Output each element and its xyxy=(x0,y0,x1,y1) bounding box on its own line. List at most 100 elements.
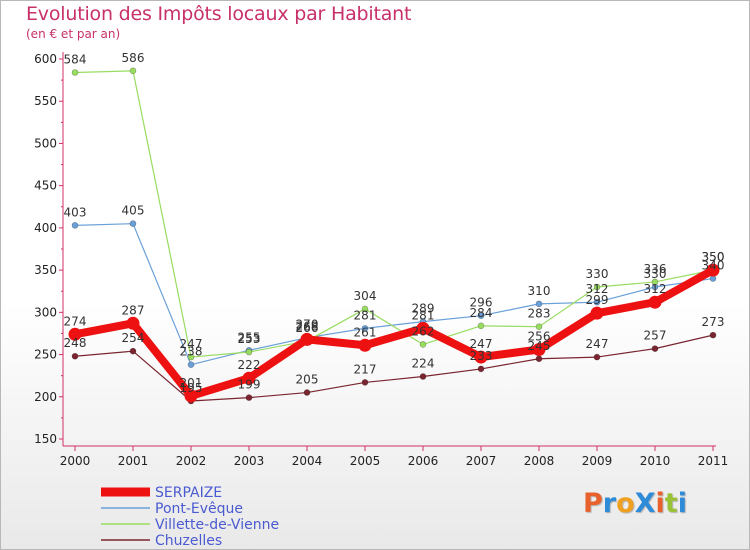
x-tick-label: 2009 xyxy=(582,454,613,468)
y-tick-label: 550 xyxy=(34,94,57,108)
data-label: 283 xyxy=(528,307,551,321)
data-label: 255 xyxy=(238,330,261,344)
data-label: 299 xyxy=(586,293,609,307)
data-label: 289 xyxy=(412,302,435,316)
data-label: 336 xyxy=(644,262,667,276)
data-point xyxy=(68,327,82,341)
data-point xyxy=(535,355,543,363)
data-label: 287 xyxy=(122,303,145,317)
legend-label: SERPAIZE xyxy=(155,485,222,501)
logo-letter: o xyxy=(616,488,635,519)
chart-title: Evolution des Impôts locaux par Habitant xyxy=(26,3,412,25)
data-label: 262 xyxy=(412,324,435,338)
data-point xyxy=(709,331,717,339)
legend-label: Pont-Evêque xyxy=(155,501,243,517)
data-label: 310 xyxy=(528,284,551,298)
data-point xyxy=(477,365,485,373)
data-point xyxy=(477,322,485,330)
data-label: 274 xyxy=(64,314,87,328)
x-tick-label: 2005 xyxy=(350,454,381,468)
data-label: 256 xyxy=(528,329,551,343)
data-point xyxy=(535,323,543,330)
data-point xyxy=(71,352,79,360)
data-label: 238 xyxy=(180,345,203,359)
x-tick-label: 2002 xyxy=(176,454,207,468)
data-label: 224 xyxy=(412,357,435,371)
data-point xyxy=(651,345,659,352)
data-point xyxy=(358,338,372,352)
proxiti-logo: ProXiti xyxy=(583,488,687,519)
y-tick-label: 400 xyxy=(34,221,57,235)
y-tick-label: 300 xyxy=(34,305,57,319)
logo-letter: i xyxy=(655,488,665,519)
y-tick-label: 600 xyxy=(34,52,57,66)
logo-letter: X xyxy=(634,488,656,519)
x-tick-label: 2010 xyxy=(640,454,671,468)
data-label: 247 xyxy=(586,337,609,351)
data-point xyxy=(242,371,256,385)
data-point xyxy=(245,348,253,356)
series-line-villette-de-vienne xyxy=(74,70,714,358)
data-point xyxy=(187,353,195,361)
data-point xyxy=(187,361,195,368)
legend-label: Villette-de-Vienne xyxy=(155,517,279,533)
data-point xyxy=(71,69,79,76)
data-label: 253 xyxy=(238,332,261,346)
series-line-serpaize xyxy=(71,266,717,400)
y-tick-label: 150 xyxy=(34,432,57,446)
data-label: 268 xyxy=(296,319,319,333)
data-point xyxy=(71,222,79,229)
data-label: 584 xyxy=(64,53,87,67)
data-point xyxy=(184,389,198,403)
data-point xyxy=(361,379,369,386)
data-label: 270 xyxy=(296,318,319,332)
data-point xyxy=(361,305,369,313)
data-point xyxy=(300,332,314,346)
data-label: 199 xyxy=(238,378,261,392)
data-label: 205 xyxy=(296,373,319,387)
data-point xyxy=(593,353,601,361)
series-line-pont-ev-que xyxy=(74,223,714,366)
data-point xyxy=(651,278,659,286)
data-label: 350 xyxy=(702,250,725,264)
x-tick-label: 2004 xyxy=(292,454,323,468)
data-point xyxy=(590,306,604,320)
y-tick-label: 500 xyxy=(34,136,57,150)
data-label: 195 xyxy=(180,381,203,395)
data-label: 247 xyxy=(180,337,203,351)
data-label: 403 xyxy=(64,205,87,219)
data-point xyxy=(419,341,427,348)
data-label: 248 xyxy=(64,336,87,350)
data-label: 261 xyxy=(354,325,377,339)
data-label: 350 xyxy=(702,250,725,264)
data-label: 586 xyxy=(122,51,145,65)
chart-subtitle: (en € et par an) xyxy=(26,27,121,41)
data-point xyxy=(593,283,601,291)
y-tick-label: 450 xyxy=(34,179,57,193)
y-tick-label: 350 xyxy=(34,263,57,277)
data-point xyxy=(593,298,601,306)
data-label: 217 xyxy=(354,362,377,376)
data-point xyxy=(245,394,253,401)
data-label: 312 xyxy=(644,282,667,296)
logo-letter: t xyxy=(664,488,678,519)
x-tick-label: 2000 xyxy=(60,454,91,468)
data-point xyxy=(126,316,140,330)
data-label: 247 xyxy=(470,337,493,351)
logo-letter: r xyxy=(602,488,617,519)
x-tick-label: 2006 xyxy=(408,454,439,468)
y-tick-label: 200 xyxy=(34,390,57,404)
data-label: 266 xyxy=(296,321,319,335)
data-point xyxy=(648,295,662,309)
data-point xyxy=(706,263,720,277)
data-label: 273 xyxy=(702,315,725,329)
data-label: 340 xyxy=(702,259,725,273)
data-point xyxy=(361,325,369,332)
series-line-chuzelles xyxy=(74,334,714,402)
data-point xyxy=(129,67,137,75)
data-label: 405 xyxy=(122,204,145,218)
data-label: 233 xyxy=(470,349,493,363)
data-point xyxy=(416,321,430,335)
x-tick-label: 2011 xyxy=(698,454,729,468)
